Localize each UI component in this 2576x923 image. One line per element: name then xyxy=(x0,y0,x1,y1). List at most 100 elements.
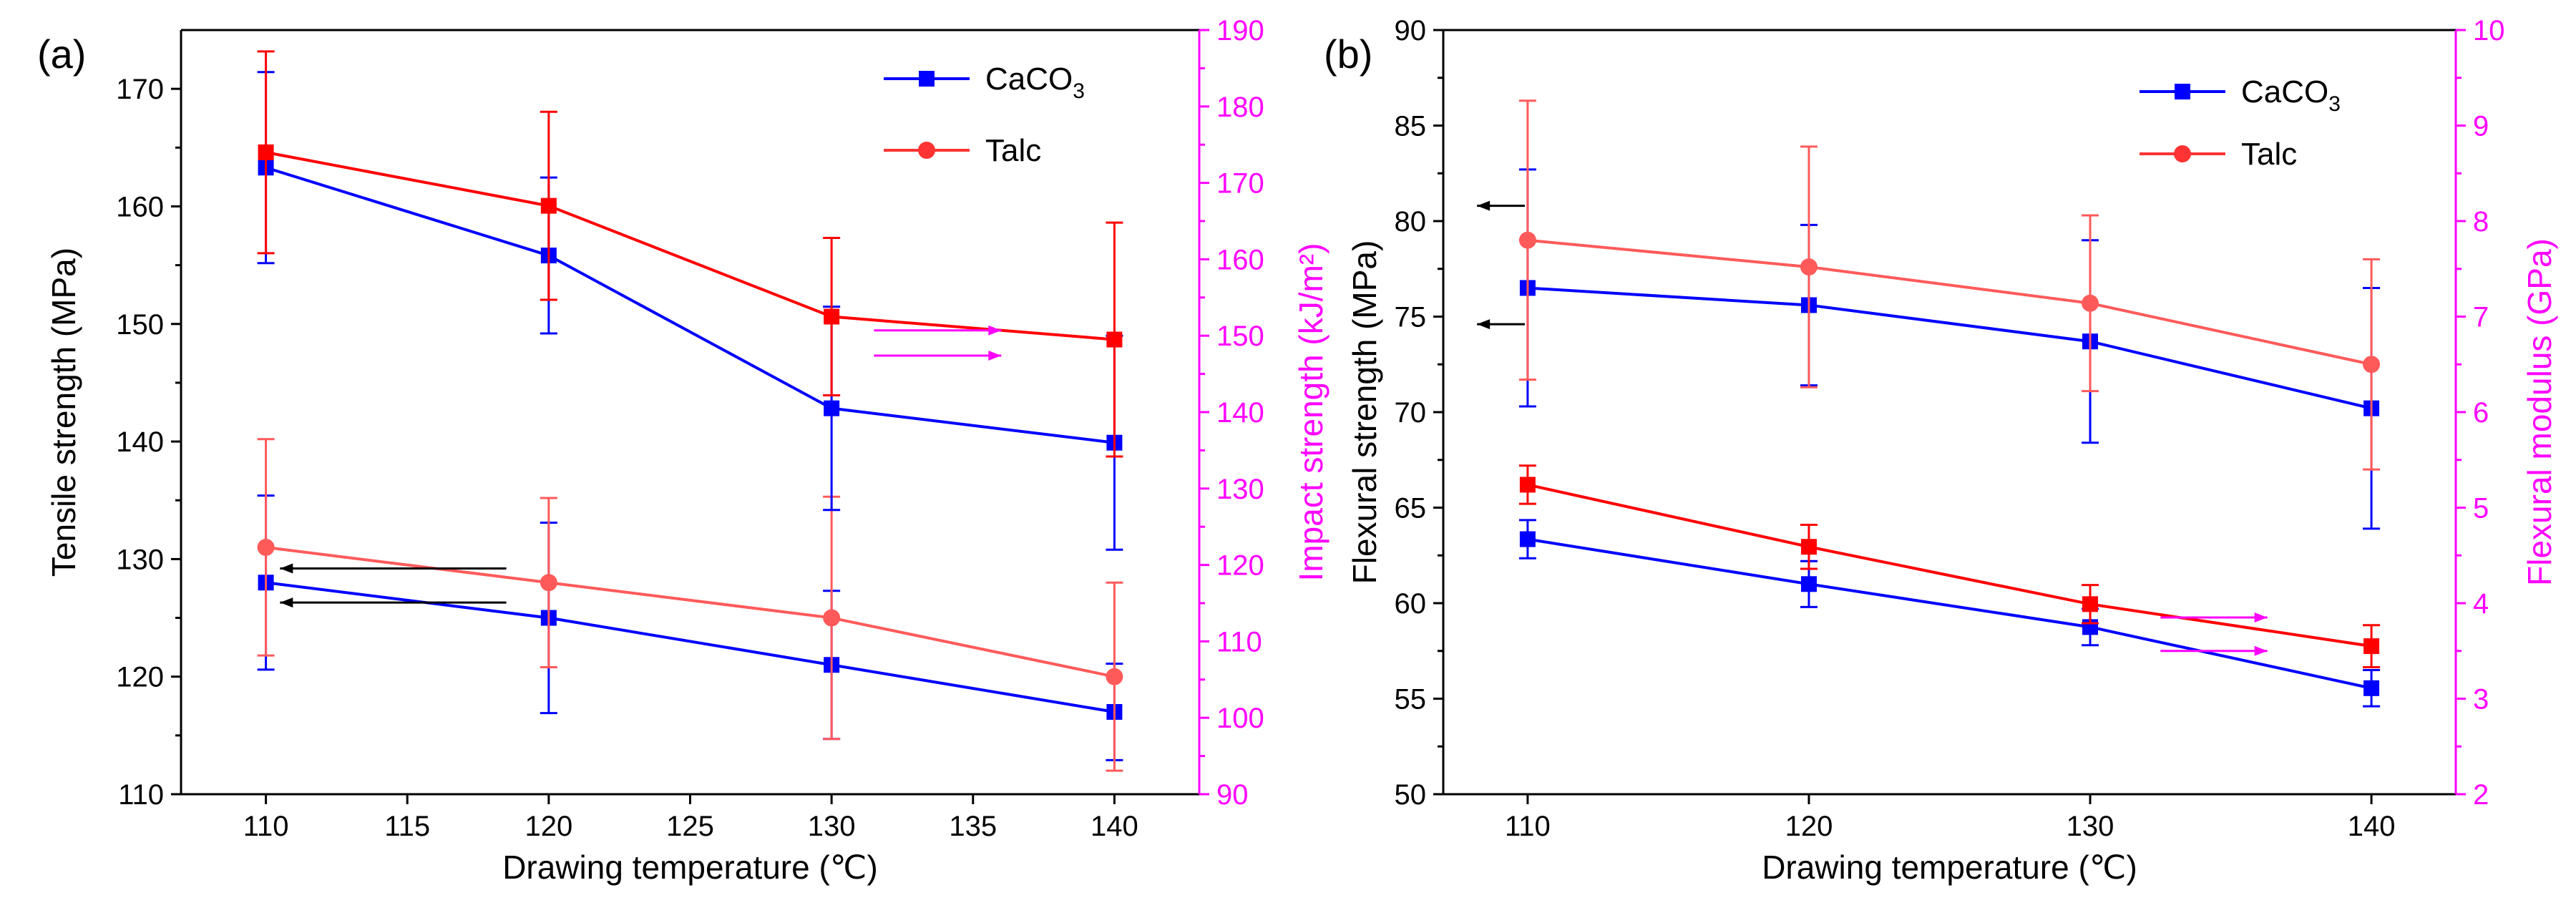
right-y-tick-label: 100 xyxy=(1216,703,1264,734)
right-y-axis-label: Impact strength (kJ/m²) xyxy=(1292,243,1330,582)
data-point-square xyxy=(2082,596,2099,612)
series-line xyxy=(1527,537,2372,690)
arrow-head xyxy=(280,597,293,608)
arrow-head xyxy=(2254,645,2268,656)
legend-marker-square xyxy=(2175,84,2190,99)
axis-pointer-arrow-right xyxy=(2160,612,2268,623)
series-line xyxy=(1527,483,2372,648)
left-y-tick-label: 110 xyxy=(118,779,164,811)
x-tick-label: 120 xyxy=(1785,811,1833,842)
right-y-tick-label: 6 xyxy=(2473,397,2489,429)
right-y-axis-label: Flexural modulus (GPa) xyxy=(2521,238,2558,586)
right-y-tick-label: 130 xyxy=(1216,474,1264,505)
x-tick-label: 135 xyxy=(949,811,997,842)
right-y-tick-label: 2 xyxy=(2473,779,2489,811)
series-talc-flexural-strength xyxy=(1518,99,2381,471)
panel-label: (a) xyxy=(37,31,86,77)
x-tick-label: 115 xyxy=(384,811,430,842)
x-tick-label: 130 xyxy=(2067,811,2114,842)
series-line xyxy=(265,166,1115,444)
left-y-tick-label: 90 xyxy=(1395,15,1427,47)
series-talc-flexural-modulus xyxy=(1518,464,2381,668)
left-y-tick-label: 170 xyxy=(116,74,164,105)
right-y-tick-label: 150 xyxy=(1216,321,1264,352)
left-y-tick-label: 60 xyxy=(1395,588,1427,620)
data-point-square xyxy=(1519,477,1536,493)
data-point-circle xyxy=(257,538,275,556)
left-y-tick-label: 70 xyxy=(1395,397,1427,429)
right-y-tick-label: 110 xyxy=(1216,626,1262,658)
left-y-axis-label: Flexural strength (MPa) xyxy=(1346,240,1383,585)
data-point-square xyxy=(1800,539,1817,555)
left-y-tick-label: 65 xyxy=(1395,493,1427,524)
data-point-circle xyxy=(1518,231,1536,249)
axis-pointer-arrow-right xyxy=(874,325,1002,336)
legend-marker-square xyxy=(919,71,935,87)
data-point-square xyxy=(2363,680,2380,696)
legend-label: CaCO3 xyxy=(985,62,1085,103)
legend-label-subscript: 3 xyxy=(1073,79,1085,103)
left-y-tick-label: 85 xyxy=(1395,111,1427,142)
x-axis-label: Drawing temperature (℃) xyxy=(502,849,878,886)
x-tick-label: 130 xyxy=(808,811,856,842)
left-y-axis-label: Tensile strength (MPa) xyxy=(45,248,82,577)
axis-pointer-arrow-left xyxy=(1477,319,1525,330)
legend-label-text: CaCO xyxy=(985,62,1073,97)
legend-marker-circle xyxy=(918,142,935,159)
left-y-tick-label: 120 xyxy=(116,662,164,693)
x-tick-label: 125 xyxy=(666,811,714,842)
right-y-tick-label: 190 xyxy=(1216,15,1264,47)
right-y-tick-label: 160 xyxy=(1216,244,1264,275)
right-y-tick-label: 180 xyxy=(1216,92,1264,123)
left-y-tick-label: 140 xyxy=(116,426,164,458)
right-y-tick-label: 140 xyxy=(1216,397,1264,429)
arrow-head xyxy=(280,563,293,574)
legend-label: Talc xyxy=(985,133,1041,168)
axis-pointer-arrow-right xyxy=(874,350,1002,361)
right-y-tick-label: 90 xyxy=(1216,779,1249,811)
right-y-tick-label: 170 xyxy=(1216,168,1264,200)
legend-label-text: CaCO xyxy=(2241,74,2328,109)
data-point-square xyxy=(824,400,840,416)
legend-label: CaCO3 xyxy=(2241,74,2341,116)
series-caco3-tensile xyxy=(257,494,1123,761)
arrow-head xyxy=(1477,200,1491,211)
series-caco3-flexural-modulus xyxy=(1518,519,2381,708)
right-y-tick-label: 8 xyxy=(2473,206,2489,238)
x-tick-label: 140 xyxy=(2348,811,2396,842)
legend-marker-circle xyxy=(2174,145,2191,162)
data-point-square xyxy=(258,144,274,160)
right-y-tick-label: 9 xyxy=(2473,111,2489,142)
x-tick-label: 140 xyxy=(1091,811,1138,842)
left-y-tick-label: 75 xyxy=(1395,302,1427,333)
right-y-tick-label: 7 xyxy=(2473,302,2489,333)
right-y-tick-label: 120 xyxy=(1216,550,1264,582)
series-caco3-flexural-strength xyxy=(1518,168,2381,530)
x-axis-label: Drawing temperature (℃) xyxy=(1762,849,2137,886)
legend-label-text: Talc xyxy=(2241,137,2297,172)
series-talc-impact xyxy=(257,50,1123,458)
x-tick-label: 110 xyxy=(1505,811,1551,842)
series-line xyxy=(1527,238,2372,366)
axis-pointer-arrow-left xyxy=(280,597,507,608)
left-y-tick-label: 130 xyxy=(116,544,164,575)
data-point-square xyxy=(1519,531,1536,547)
data-point-circle xyxy=(1106,668,1123,685)
left-y-tick-label: 50 xyxy=(1395,779,1427,811)
data-point-square xyxy=(1106,331,1123,348)
right-y-tick-label: 4 xyxy=(2473,588,2489,620)
panel-b-flexural: (b) 110 120 130 140 50 55 60 65 70 75 80 85 90 2 3 4 5 6 7 8… xyxy=(1324,15,2558,886)
data-point-circle xyxy=(2082,294,2099,312)
data-point-square xyxy=(1800,576,1817,592)
arrow-head xyxy=(988,325,1002,336)
left-y-tick-label: 55 xyxy=(1395,684,1427,716)
right-y-tick-label: 5 xyxy=(2473,493,2489,524)
data-point-square xyxy=(824,308,840,325)
panel-label: (b) xyxy=(1324,31,1372,77)
legend-label-text: Talc xyxy=(985,133,1041,168)
axis-pointer-arrow-left xyxy=(1477,200,1525,211)
axis-pointer-arrow-left xyxy=(280,563,507,574)
data-point-square xyxy=(540,197,557,214)
data-point-circle xyxy=(1800,258,1818,276)
